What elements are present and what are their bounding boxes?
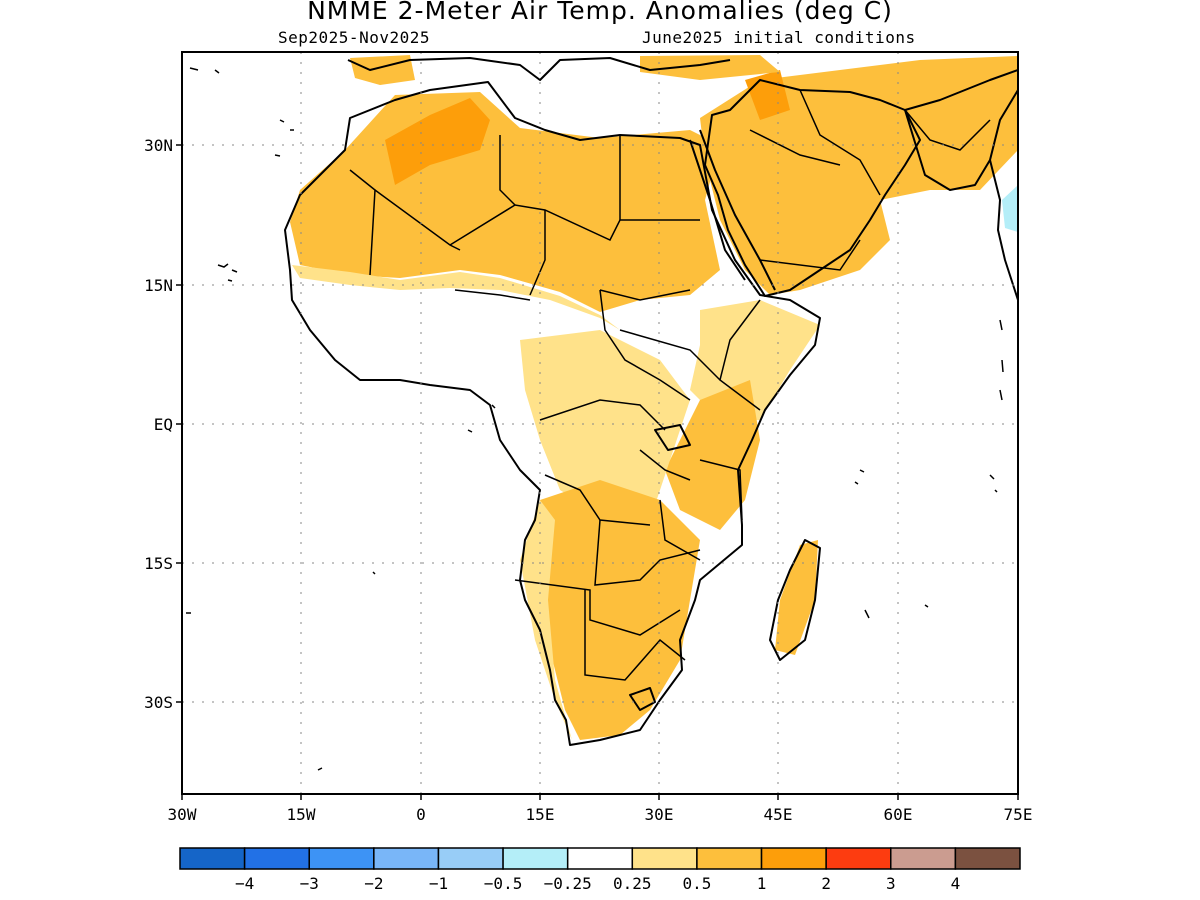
africa-coastline: [284, 81, 821, 746]
colorbar-swatch: [437, 847, 504, 870]
lon-label: 30E: [645, 805, 674, 824]
map-axes: 30N 15N EQ 15S 30S 30W 15W 0 15E 30E 45E 60E 75E: [144, 136, 1032, 824]
colorbar-label: −0.25: [544, 874, 592, 893]
lon-label: 45E: [764, 805, 793, 824]
lon-label: 75E: [1004, 805, 1033, 824]
arabia-coastline: [704, 79, 921, 297]
map-content: [182, 52, 1018, 794]
shade-madagascar: [775, 540, 818, 655]
redsea-west: [689, 139, 746, 281]
shade-horn-light: [690, 300, 820, 420]
colorbar-swatch: [760, 847, 827, 870]
country-borders: [349, 89, 991, 681]
lake-victoria: [654, 424, 691, 451]
lesotho-border: [629, 687, 656, 711]
map-frame: [181, 51, 1019, 795]
colorbar-label: −0.5: [484, 874, 523, 893]
lat-label: 30S: [144, 693, 173, 712]
shade-south-light: [520, 500, 572, 740]
red-sea: [699, 129, 776, 291]
colorbar-swatch: [373, 847, 440, 870]
map-gridlines: [182, 52, 1018, 794]
colorbar-label: 2: [821, 874, 831, 893]
colorbar-swatch: [890, 847, 957, 870]
lon-label: 30W: [168, 805, 197, 824]
colorbar-label: 4: [951, 874, 961, 893]
lon-label: 60E: [884, 805, 913, 824]
colorbar-label: 0.5: [682, 874, 711, 893]
shade-arabiansea-cool: [1002, 185, 1018, 232]
shade-sahel-light: [292, 265, 620, 330]
lat-label: 15S: [144, 554, 173, 573]
colorbar-swatch: [179, 847, 246, 870]
colorbar-label: 0.25: [613, 874, 652, 893]
shade-europe-medium: [640, 55, 780, 80]
lon-label: 0: [416, 805, 426, 824]
lat-label: 15N: [144, 276, 173, 295]
colorbar-swatch: [825, 847, 892, 870]
coastlines: [284, 57, 1018, 746]
shade-south-medium: [535, 480, 700, 740]
shade-eastafrica-medium: [665, 380, 760, 530]
colorbar: −4 −3 −2 −1 −0.5 −0.25 0.25 0.5 1 2 3 4: [179, 847, 1021, 893]
colorbar-swatch: [631, 847, 698, 870]
colorbar-swatch: [696, 847, 763, 870]
europe-coastline: [347, 57, 731, 81]
colorbar-label: −4: [235, 874, 254, 893]
colorbar-swatch: [502, 847, 569, 870]
anomaly-shading: [290, 55, 1018, 740]
lon-label: 15E: [526, 805, 555, 824]
colorbar-label: −3: [300, 874, 319, 893]
map-title: NMME 2-Meter Air Temp. Anomalies (deg C): [307, 0, 893, 25]
colorbar-swatch: [243, 847, 310, 870]
india-coastline: [989, 159, 1018, 301]
colorbar-label: −1: [429, 874, 448, 893]
colorbar-label: 1: [757, 874, 767, 893]
lat-label: EQ: [154, 415, 173, 434]
lon-label: 15W: [287, 805, 316, 824]
colorbar-label: 3: [886, 874, 896, 893]
shade-med-coast: [350, 55, 415, 85]
initial-conditions: June2025 initial conditions: [642, 28, 916, 47]
colorbar-swatch: [954, 847, 1021, 870]
colorbar-label: −2: [364, 874, 383, 893]
madagascar-coastline: [769, 539, 821, 661]
forecast-season: Sep2025-Nov2025: [278, 28, 430, 47]
shade-central-light: [520, 330, 690, 520]
shade-arabia-medium: [700, 56, 1018, 295]
colorbar-swatch: [308, 847, 375, 870]
islands: [186, 67, 1004, 771]
lat-label: 30N: [144, 136, 173, 155]
persia-coastline: [904, 69, 1018, 191]
colorbar-swatch: [566, 847, 634, 870]
shade-algeria-strong: [385, 98, 490, 185]
